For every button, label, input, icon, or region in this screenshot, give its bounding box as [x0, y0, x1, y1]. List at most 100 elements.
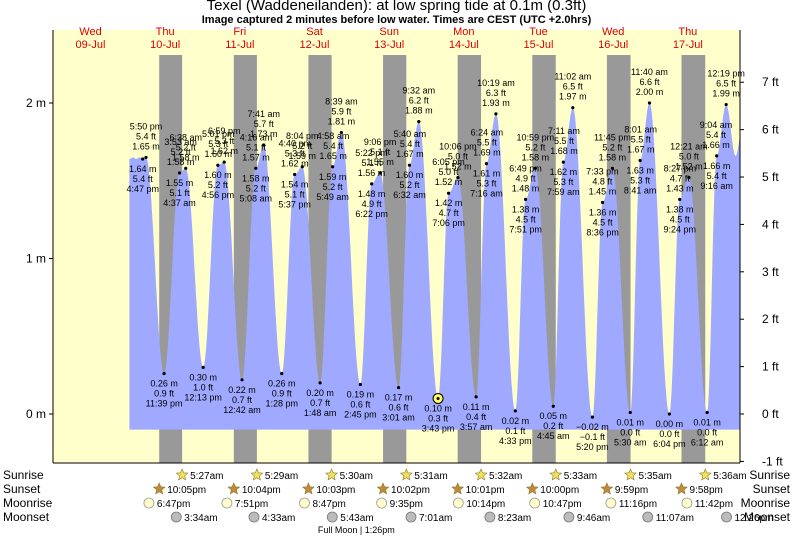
- tide-label: 1.62 m: [210, 146, 238, 156]
- tide-label: 0.01 m: [693, 417, 721, 427]
- day-name: Wed: [602, 26, 624, 38]
- tide-label: 1.61 m: [473, 169, 501, 179]
- moonrise-icon: [299, 497, 310, 509]
- tide-label: 1.60 m: [396, 170, 424, 180]
- moonrise-time: 9:35pm: [390, 499, 423, 510]
- tide-label: 1.81 m: [328, 117, 356, 127]
- tide-label: 12:19 pm: [707, 69, 745, 79]
- tide-label: 1.67 m: [396, 149, 424, 159]
- tide-label: 1.54 m: [281, 180, 309, 190]
- y-tick-label-right: 7 ft: [762, 75, 779, 89]
- moonset-time: 7:01am: [419, 513, 452, 524]
- tide-label: 0.2 ft: [543, 421, 564, 431]
- tide-label: 6:32 am: [393, 190, 426, 200]
- tide-label: 6:59 pm: [208, 126, 241, 136]
- tide-label: 10:59 pm: [517, 132, 555, 142]
- sunrise-icon: [325, 468, 339, 481]
- tide-label: 0.6 ft: [350, 399, 371, 409]
- tide-point: [396, 385, 401, 390]
- tide-label: 0.3 ft: [428, 413, 449, 423]
- tide-label: 5:49 am: [316, 192, 349, 202]
- tide-point: [474, 395, 478, 399]
- tide-area: [129, 103, 740, 430]
- sunset-time: 10:05pm: [167, 485, 206, 496]
- y-tick-label-right: 3 ft: [762, 265, 779, 279]
- tide-point: [293, 172, 297, 177]
- tide-label: 1.66 m: [702, 140, 730, 150]
- tide-label: 6.3 ft: [486, 88, 507, 98]
- tide-label: 1.58 m: [167, 157, 195, 167]
- tide-point: [370, 182, 374, 186]
- tide-label: 4.5 ft: [516, 214, 537, 224]
- tide-label: 5:20 pm: [576, 442, 609, 452]
- y-tick-label-right: 1 ft: [762, 360, 779, 374]
- tide-point: [254, 166, 258, 170]
- tide-label: 4.8 ft: [592, 177, 613, 187]
- sunrise-icon: [250, 468, 264, 481]
- sunrise-icon: [624, 468, 637, 481]
- y-tick-label-right: 5 ft: [762, 170, 779, 184]
- tide-label: 1.59 m: [319, 172, 347, 182]
- tide-label: 7:16 am: [470, 189, 503, 199]
- moonrise-icon: [681, 497, 693, 509]
- tide-label: 0.7 ft: [232, 395, 253, 405]
- y-tick-label-right: 6 ft: [762, 123, 779, 137]
- tide-point: [561, 160, 565, 164]
- tide-point: [724, 102, 728, 107]
- sunrise-icon: [175, 468, 189, 481]
- day-name: Thu: [156, 26, 175, 38]
- tide-label: 12:21 am: [670, 142, 708, 152]
- tide-label: 1.59 m: [289, 151, 317, 161]
- tide-label: 5.5 ft: [477, 138, 498, 148]
- tide-point: [484, 162, 489, 166]
- tide-label: 1.52 m: [435, 177, 463, 187]
- sunrise-time: 5:29am: [265, 471, 298, 482]
- tide-label: 5.4 ft: [400, 139, 421, 149]
- sunrise-time: 5:35am: [639, 471, 672, 482]
- tide-label: 0.20 m: [306, 388, 334, 398]
- tide-label: 11:39 pm: [146, 399, 183, 409]
- day-date: 13-Jul: [374, 39, 404, 51]
- tide-label: 7:59 am: [547, 187, 580, 197]
- sunrise-time: 5:30am: [340, 471, 373, 482]
- tide-label: 6.6 ft: [639, 77, 660, 87]
- tide-point: [610, 166, 614, 170]
- tide-label: 1.52 m: [444, 162, 472, 172]
- sunset-icon: [376, 482, 390, 495]
- y-tick-label-left: 0 m: [26, 407, 46, 421]
- sunset-icon: [227, 482, 241, 495]
- tide-label: 5:37 pm: [278, 200, 311, 210]
- tide-label: 8:27 pm: [664, 163, 697, 173]
- sunset-icon: [152, 482, 166, 495]
- tide-label: 0.7 ft: [310, 398, 331, 408]
- tide-point: [667, 412, 671, 416]
- y-tick-label-left: 1 m: [26, 252, 46, 266]
- tide-label: 1.43 m: [666, 183, 694, 193]
- tide-label: 6:12 am: [691, 437, 724, 447]
- astro-row-label: Sunrise: [749, 468, 790, 482]
- tide-point: [551, 404, 555, 408]
- tide-label: 6:38 am: [169, 132, 202, 142]
- tide-label: 5.2 ft: [246, 183, 267, 193]
- tide-label: 8:36 pm: [586, 228, 619, 238]
- tide-label: 2:45 pm: [344, 409, 377, 419]
- astro-row-label: Moonrise: [741, 496, 791, 510]
- tide-label: 6.5 ft: [716, 79, 737, 89]
- day-date: 16-Jul: [598, 39, 628, 51]
- tide-label: 1.68 m: [550, 146, 578, 156]
- tide-label: 6:04 pm: [653, 439, 686, 449]
- tide-label: 2.00 m: [636, 87, 664, 97]
- tide-point: [222, 160, 226, 164]
- tide-point: [141, 157, 145, 161]
- tide-point: [705, 410, 709, 415]
- day-name: Mon: [453, 26, 474, 38]
- tide-label: 1.88 m: [405, 106, 433, 116]
- tide-label: 5.2 ft: [171, 147, 192, 157]
- tide-label: 4:40 pm: [279, 139, 312, 149]
- day-headers: Wed09-JulThu10-JulFri11-JulSat12-JulSun1…: [76, 26, 703, 51]
- tide-label: 1.62 m: [281, 159, 309, 169]
- tide-point: [262, 143, 266, 147]
- tide-label: 9:32 am: [403, 86, 436, 96]
- tide-label: 1.52 m: [675, 162, 703, 172]
- tide-label: 8:41 am: [624, 186, 657, 196]
